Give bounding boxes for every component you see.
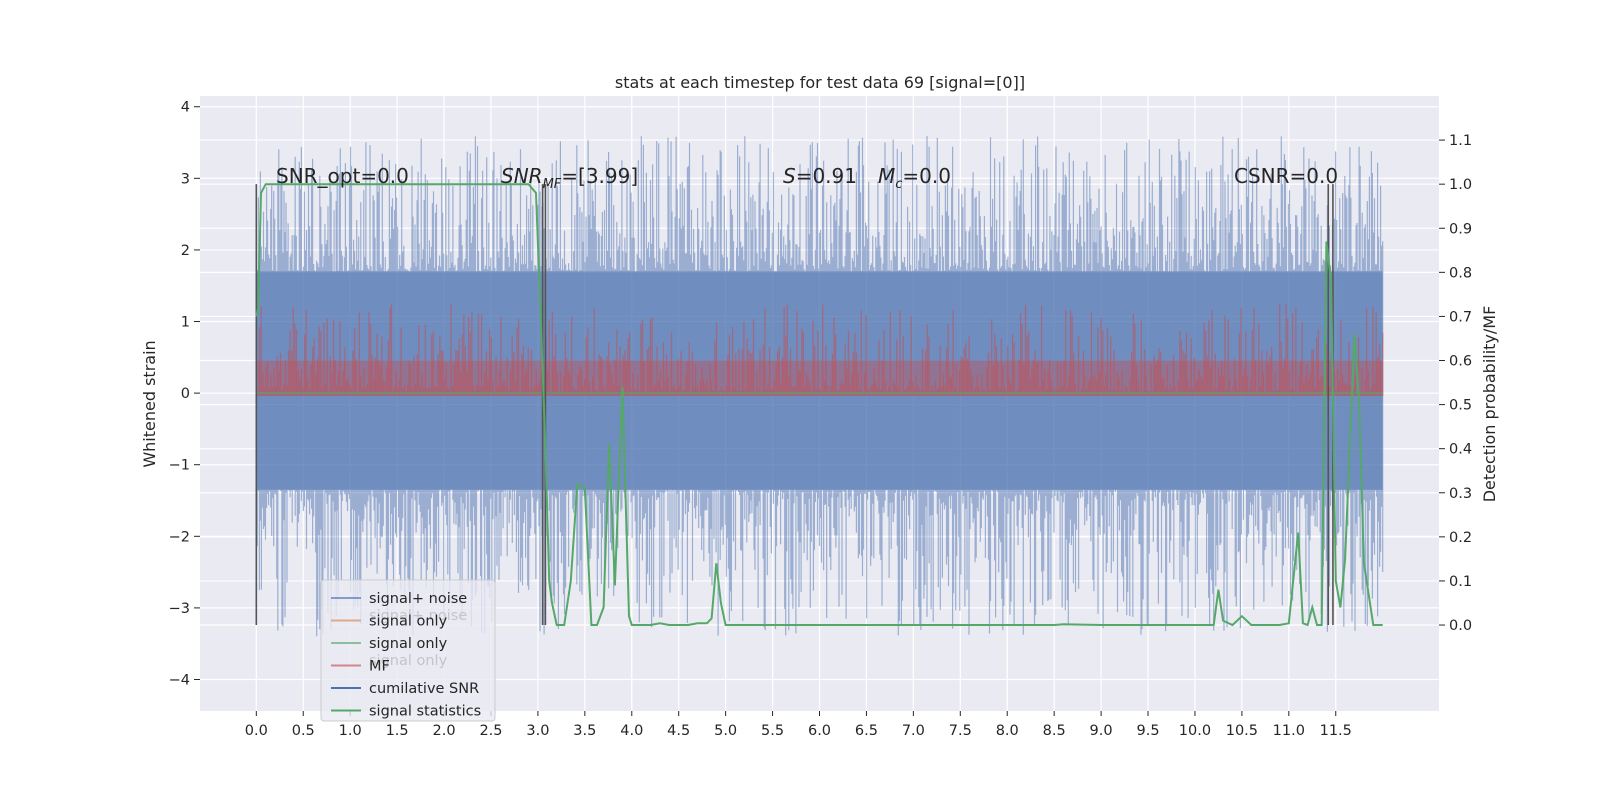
legend-ghost-label-2: signal only	[369, 653, 448, 669]
x-tick-label: 6.0	[808, 723, 831, 739]
x-tick-label: 1.0	[339, 723, 362, 739]
y-tick-label: −4	[169, 672, 190, 688]
snr-mf-annotation: SNRMF=[3.99]	[501, 164, 638, 192]
x-tick-label: 10.0	[1179, 723, 1211, 739]
y-tick-label: 2	[181, 243, 190, 259]
x-tick-label: 8.5	[1043, 723, 1066, 739]
x-tick-label: 5.5	[761, 723, 784, 739]
snr-mf-value: =[3.99]	[561, 164, 638, 188]
right-tick-label: 0.3	[1449, 486, 1472, 502]
s-name: S	[783, 164, 796, 188]
y-tick-label: −3	[169, 601, 190, 617]
mc-name: M	[878, 164, 895, 188]
s-annotation: S=0.91	[783, 164, 857, 188]
y-tick-label: 1	[181, 315, 190, 331]
x-tick-label: 11.5	[1320, 723, 1352, 739]
x-tick-label: 4.0	[620, 723, 643, 739]
y-tick-label: −2	[169, 529, 190, 545]
right-tick-label: 1.1	[1449, 133, 1472, 149]
signal-statistics-line	[255, 183, 1383, 627]
right-tick-label: 0.7	[1449, 309, 1472, 325]
x-tick-label: 7.5	[949, 723, 972, 739]
right-tick-label: 0.0	[1449, 618, 1472, 634]
legend-label: signal only	[369, 614, 448, 630]
legend-label: cumilative SNR	[369, 681, 479, 697]
legend-label: signal statistics	[369, 704, 481, 720]
right-tick-label: 0.9	[1449, 221, 1472, 237]
legend: signal+ noise signal only signal+ noises…	[320, 579, 496, 722]
annotations: SNR_opt=0.0 SNRMF=[3.99] S=0.91 Mc=0.0 C…	[276, 164, 1338, 192]
right-tick-label: 0.8	[1449, 265, 1472, 281]
y-axis-label: Whitened strain	[140, 340, 159, 467]
x-tick-label: 4.5	[667, 723, 690, 739]
legend-label: signal+ noise	[369, 591, 467, 607]
mc-value: =0.0	[902, 164, 951, 188]
x-tick-label: 9.0	[1090, 723, 1113, 739]
x-tick-label: 2.0	[433, 723, 456, 739]
y-tick-label: −1	[169, 458, 190, 474]
x-tick-label: 11.0	[1273, 723, 1305, 739]
snr-mf-subscript: MF	[543, 177, 562, 192]
y-tick-label: 0	[181, 386, 190, 402]
legend-box	[320, 579, 496, 722]
x-tick-label: 9.5	[1136, 723, 1159, 739]
x-tick-label: 10.5	[1226, 723, 1258, 739]
x-tick-label: 1.5	[386, 723, 409, 739]
chart-title: stats at each timestep for test data 69 …	[615, 73, 1025, 92]
y-tick-label: 3	[181, 171, 190, 187]
x-tick-label: 7.0	[902, 723, 925, 739]
x-axis-ticks: 0.0 0.5 1.0 1.5 2.0 2.5 3.0 3.5 4.0 4.5 5.0 5.5 6.0 6…	[245, 711, 1352, 739]
right-tick-label: 0.4	[1449, 442, 1472, 458]
right-tick-label: 0.2	[1449, 530, 1472, 546]
series-mf	[255, 303, 1384, 396]
right-tick-label: 0.1	[1449, 574, 1472, 590]
x-tick-label: 0.0	[245, 723, 268, 739]
right-axis-label: Detection probability/MF	[1480, 306, 1499, 503]
legend-label: signal only	[369, 636, 448, 652]
right-tick-label: 0.6	[1449, 354, 1472, 370]
right-axis-ticks: 0.0 0.1 0.2 0.3 0.4 0.5 0.6 0.7 0.8 0.9 1.0 1.1	[1439, 133, 1472, 634]
y-axis-ticks: −4 −3 −2 −1 0 1 2 3 4	[169, 100, 200, 688]
x-tick-label: 2.5	[479, 723, 502, 739]
legend-ghost-label-1: signal+ noise	[369, 608, 467, 624]
csnr-annotation: CSNR=0.0	[1234, 164, 1338, 188]
s-value: =0.91	[796, 164, 857, 188]
x-tick-label: 3.5	[573, 723, 596, 739]
x-tick-label: 8.0	[996, 723, 1019, 739]
mc-subscript: c	[895, 177, 902, 192]
x-tick-label: 5.0	[714, 723, 737, 739]
y-tick-label: 4	[181, 100, 190, 116]
mc-annotation: Mc=0.0	[878, 164, 951, 192]
series-signal-statistics	[255, 183, 1383, 627]
x-tick-label: 6.5	[855, 723, 878, 739]
snr-mf-name: SNR	[501, 164, 543, 188]
x-tick-label: 0.5	[292, 723, 315, 739]
right-tick-label: 1.0	[1449, 177, 1472, 193]
legend-label: MF	[369, 659, 390, 675]
snr-opt-annotation: SNR_opt=0.0	[276, 164, 409, 188]
right-tick-label: 0.5	[1449, 398, 1472, 414]
x-tick-label: 3.0	[526, 723, 549, 739]
